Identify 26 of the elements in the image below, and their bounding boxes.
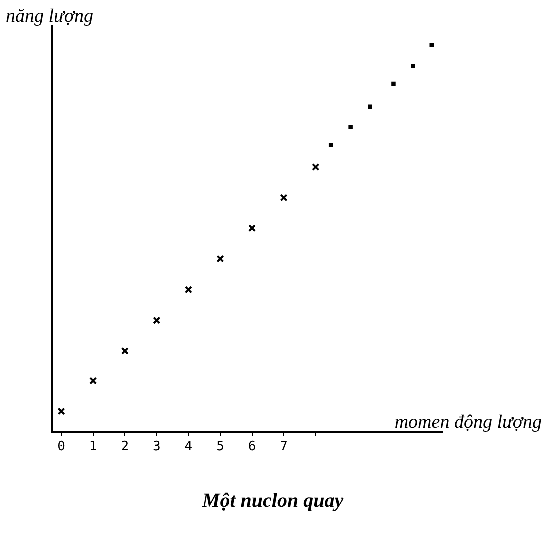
y-axis-title: năng lượng bbox=[6, 6, 94, 28]
point bbox=[89, 377, 98, 385]
x-tick-label: 5 bbox=[216, 440, 224, 455]
point bbox=[430, 43, 434, 48]
x-tick-label: 4 bbox=[184, 440, 193, 455]
point bbox=[328, 143, 334, 148]
point bbox=[368, 104, 372, 110]
point bbox=[58, 408, 66, 416]
point bbox=[392, 82, 396, 86]
x-axis-title: momen động lượng bbox=[394, 412, 542, 434]
point bbox=[348, 125, 353, 130]
point bbox=[153, 316, 161, 324]
point bbox=[216, 255, 224, 263]
x-tick-label: 2 bbox=[121, 440, 130, 455]
x-tick-label: 6 bbox=[248, 440, 256, 455]
point bbox=[410, 64, 416, 68]
point bbox=[248, 224, 256, 232]
point bbox=[280, 194, 288, 202]
x-tick-label: 0 bbox=[58, 440, 66, 455]
point bbox=[312, 163, 320, 172]
x-tick-label: 1 bbox=[89, 440, 98, 455]
point bbox=[184, 286, 193, 294]
text: Một nuclon quay bbox=[201, 490, 345, 513]
point bbox=[121, 347, 129, 355]
x-tick-label: 3 bbox=[152, 440, 161, 455]
x-tick-label: 7 bbox=[280, 440, 288, 455]
